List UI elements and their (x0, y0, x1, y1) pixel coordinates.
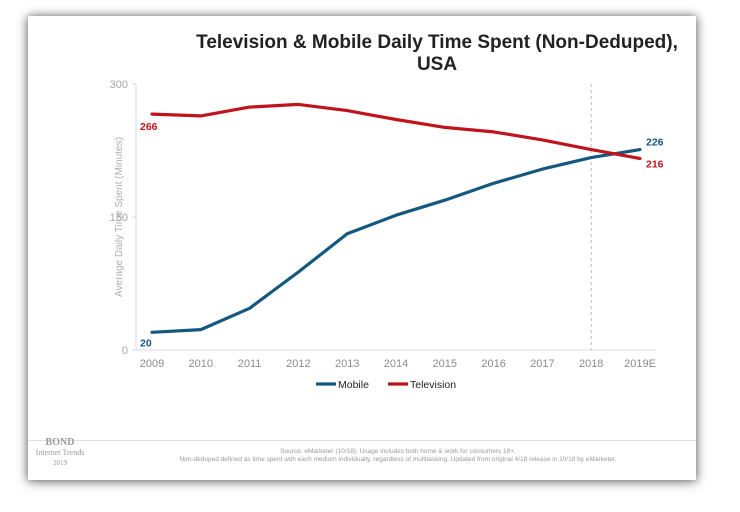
y-axis-label: Average Daily Time Spent (Minutes) (114, 137, 125, 297)
brand-name: BOND (45, 437, 75, 448)
series-line-television (150, 102, 642, 161)
legend-label: Mobile (338, 379, 369, 391)
brand-year: 2019 (53, 459, 67, 467)
data-label-end: 216 (646, 158, 664, 170)
x-tick-label: 2019E (624, 358, 656, 370)
x-tick-label: 2015 (433, 358, 457, 370)
data-label-start: 20 (140, 337, 152, 349)
line-chart: 0 150 300 Average Daily Time Spent (Minutes… (110, 79, 664, 391)
x-tick-label: 2013 (335, 358, 359, 370)
x-tick-label: 2017 (530, 358, 554, 370)
data-label-end: 226 (646, 137, 664, 149)
footer-divider (28, 440, 696, 441)
data-label-start: 266 (140, 121, 158, 133)
y-tick-label: 0 (122, 345, 128, 357)
x-tick-label: 2012 (286, 358, 310, 370)
chart-title: Television & Mobile Daily Time Spent (No… (196, 32, 678, 75)
x-tick-label: 2010 (189, 358, 213, 370)
x-tick-label: 2018 (579, 358, 603, 370)
legend-label: Television (410, 379, 456, 391)
source-line-1: Source: eMarketer (10/18). Usage include… (280, 448, 516, 455)
x-tick-label: 2014 (384, 358, 408, 370)
y-tick-label: 150 (110, 212, 128, 224)
brand-sub: Internet Trends (35, 448, 85, 457)
slide: Television & Mobile Daily Time Spent (No… (28, 16, 696, 480)
x-tick-label: 2011 (238, 358, 262, 370)
source-line-2: Non-deduped defined as time spent with e… (179, 456, 617, 463)
y-tick-label: 300 (110, 79, 128, 91)
x-tick-label: 2009 (140, 358, 164, 370)
bond-logo: BOND Internet Trends 2019 (28, 438, 92, 468)
series-line-mobile (150, 148, 642, 334)
source-note: Source: eMarketer (10/18). Usage include… (108, 448, 688, 464)
x-tick-label: 2016 (481, 358, 505, 370)
